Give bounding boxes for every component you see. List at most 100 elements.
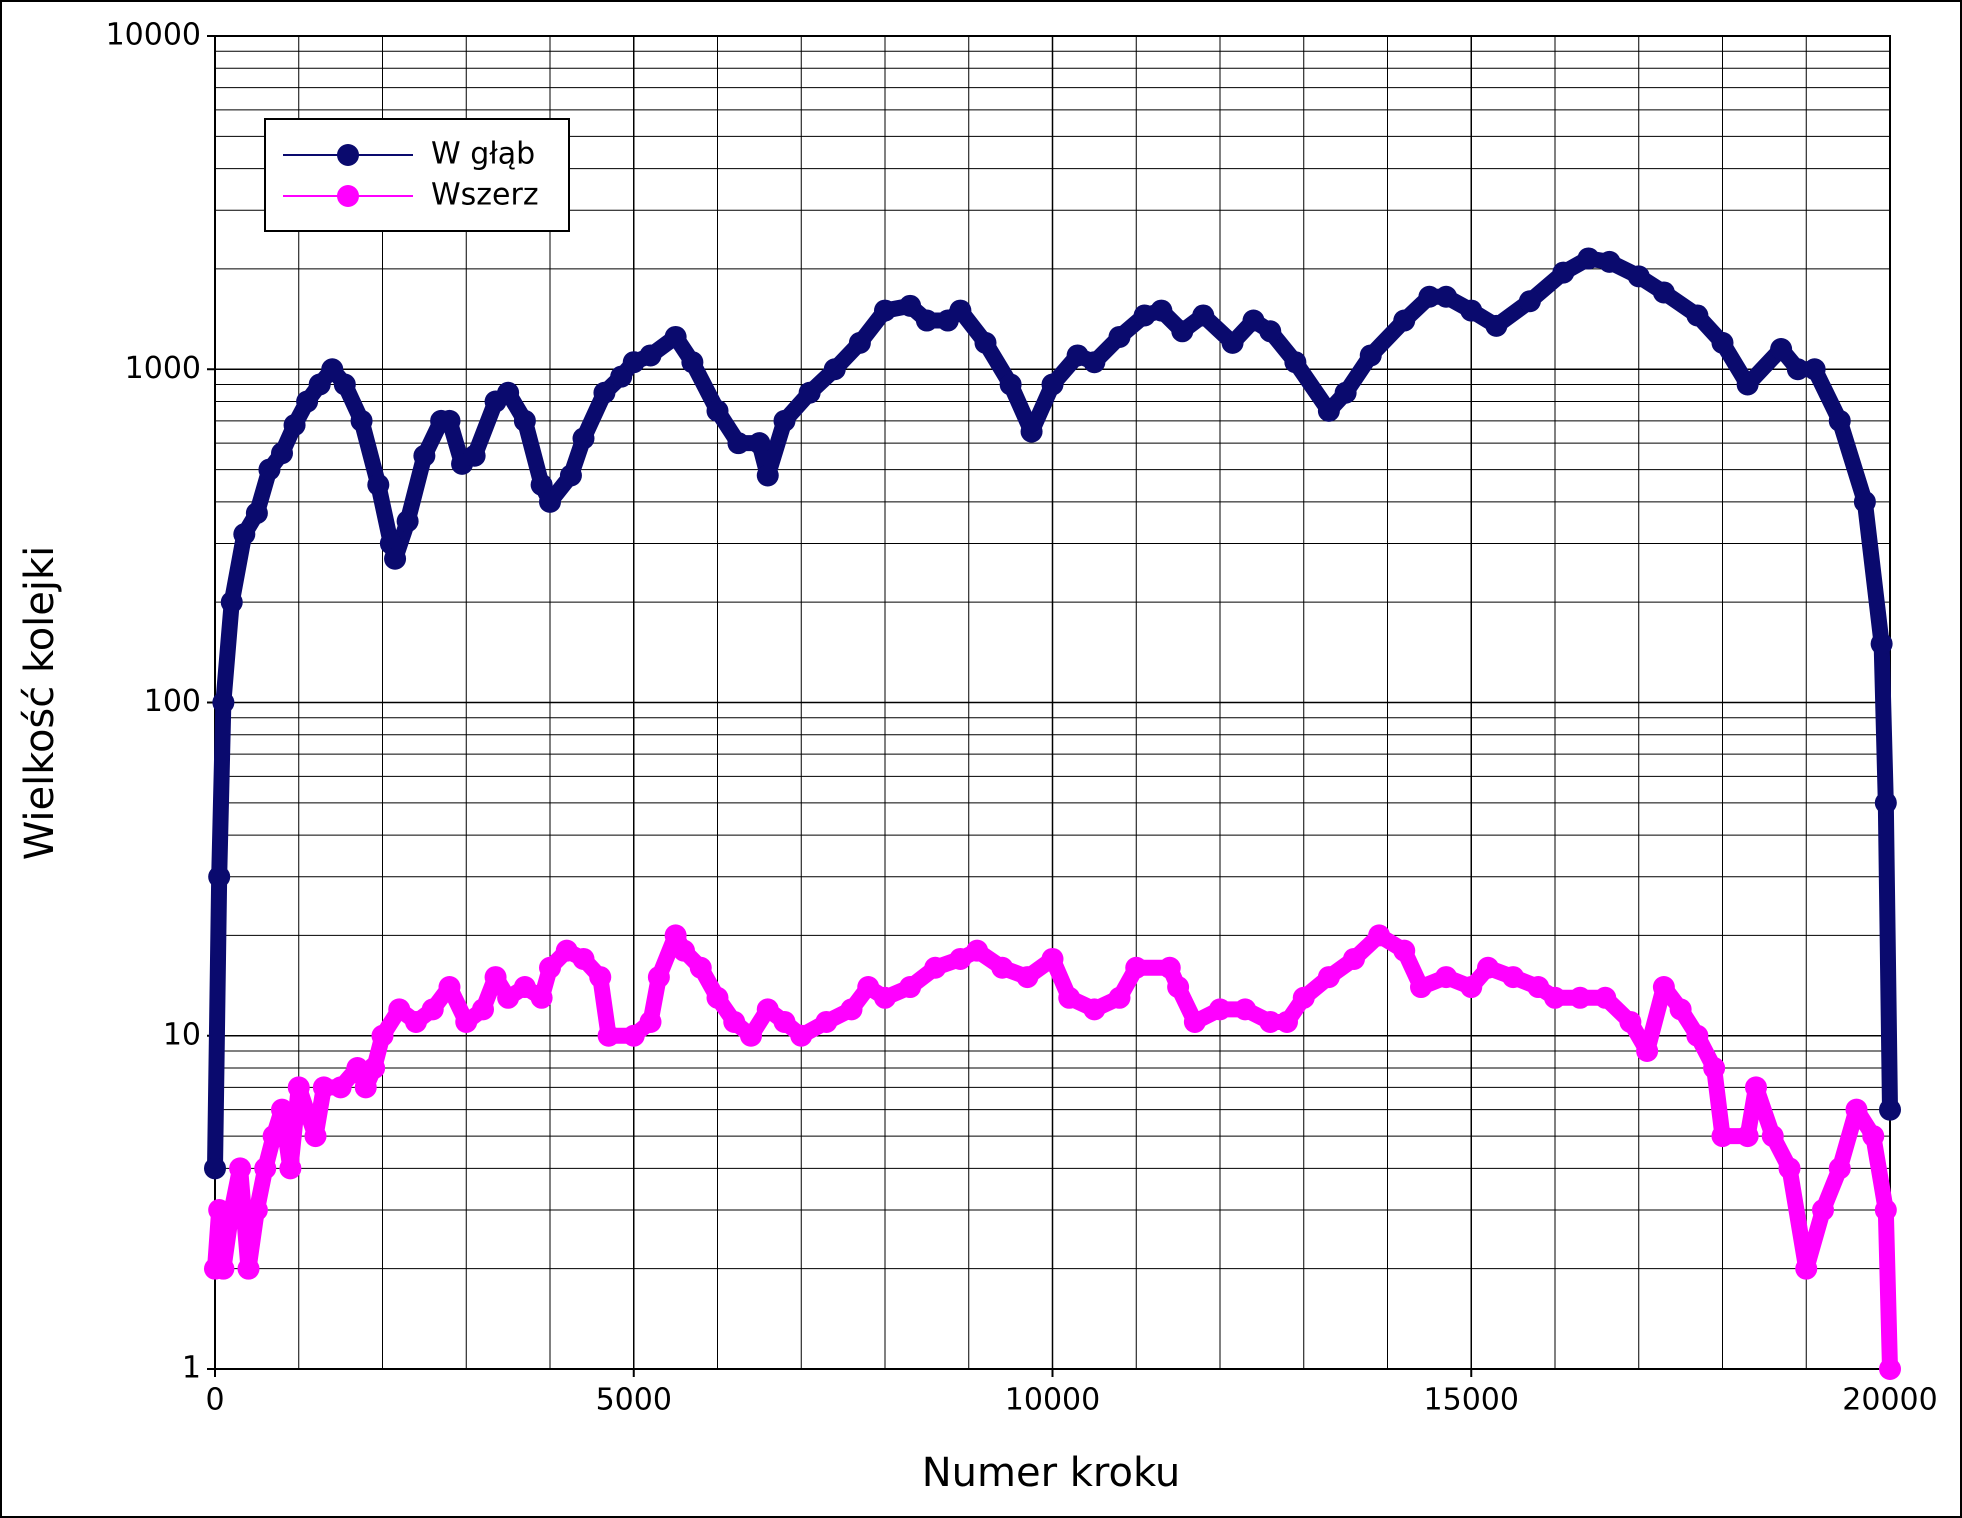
data-point (405, 1010, 427, 1033)
x-tick-label: 15000 (1424, 1383, 1519, 1418)
x-tick-label: 10000 (1005, 1383, 1100, 1418)
data-point (245, 1198, 268, 1221)
data-point (1242, 309, 1265, 332)
data-point (1703, 1057, 1726, 1080)
y-tick-label: 1000 (125, 351, 201, 386)
data-point (1803, 358, 1826, 381)
data-point (1594, 986, 1617, 1009)
data-point (1133, 304, 1156, 327)
data-point (673, 939, 695, 962)
data-point (1108, 986, 1131, 1009)
data-point (555, 939, 578, 962)
data-point (559, 464, 582, 487)
y-tick-label: 100 (144, 684, 201, 719)
data-point (1276, 1010, 1298, 1033)
data-point (924, 956, 947, 979)
data-point (363, 1057, 386, 1080)
data-point (233, 523, 256, 546)
data-point (1234, 998, 1257, 1021)
y-tick-label: 10 (163, 1017, 201, 1052)
data-point (1083, 351, 1106, 374)
data-point (513, 976, 536, 999)
data-point (1334, 381, 1357, 404)
data-point (1150, 299, 1173, 322)
data-point (296, 390, 319, 413)
data-point (874, 299, 896, 322)
data-point (513, 409, 536, 432)
data-point (1652, 281, 1675, 304)
data-point (1527, 976, 1550, 999)
data-point (999, 373, 1022, 396)
data-point (354, 1076, 377, 1099)
data-point (1636, 1039, 1659, 1062)
data-point (497, 986, 520, 1009)
data-point (840, 998, 863, 1021)
data-point (350, 409, 373, 432)
data-point (597, 1024, 620, 1047)
data-point (346, 1057, 369, 1080)
data-point (1221, 331, 1244, 354)
data-point (396, 510, 419, 533)
data-point (790, 1024, 813, 1047)
data-point (497, 381, 520, 404)
data-point (1167, 976, 1190, 999)
data-point (258, 458, 281, 481)
data-point (1544, 986, 1566, 1009)
x-tick-label: 20000 (1842, 1383, 1937, 1418)
data-point (1828, 1157, 1851, 1180)
data-point (271, 442, 293, 465)
data-point (740, 1024, 762, 1047)
data-point (1770, 338, 1793, 361)
data-point (1368, 924, 1391, 947)
data-point (1862, 1125, 1885, 1148)
series (204, 247, 1901, 1180)
data-point (1066, 344, 1089, 367)
data-point (254, 1157, 277, 1180)
data-point (1435, 285, 1458, 308)
data-point (815, 1010, 838, 1033)
data-point (1870, 632, 1893, 655)
data-point (589, 966, 612, 989)
data-point (1016, 966, 1039, 989)
legend-label: W głąb (431, 137, 535, 172)
data-point (756, 464, 779, 487)
data-point (1183, 1010, 1206, 1033)
data-point (1171, 320, 1194, 343)
data-point (1879, 1098, 1901, 1121)
data-point (413, 444, 436, 467)
data-point (321, 358, 344, 381)
legend-marker (337, 144, 359, 166)
data-point (1745, 1076, 1767, 1099)
data-point (463, 444, 486, 467)
data-point (472, 998, 494, 1021)
data-point (484, 966, 507, 989)
data-point (593, 381, 616, 404)
legend-box (264, 118, 570, 232)
data-point (371, 1024, 394, 1047)
data-point (899, 294, 922, 317)
data-point (706, 986, 729, 1009)
data-point (639, 1010, 662, 1033)
data-point (1418, 285, 1441, 308)
data-point (1020, 420, 1043, 443)
data-point (287, 1076, 310, 1099)
data-point (706, 399, 729, 422)
data-point (279, 1157, 302, 1180)
data-point (1761, 1125, 1784, 1148)
data-point (421, 998, 444, 1021)
y-axis-label: Wielkość kolejki (17, 546, 63, 861)
data-point (1619, 1010, 1642, 1033)
data-point (610, 365, 633, 388)
data-point (304, 1125, 327, 1148)
data-point (312, 1076, 335, 1099)
data-point (245, 502, 268, 525)
data-point (229, 1157, 252, 1180)
data-point (1853, 490, 1876, 513)
data-point (1552, 261, 1575, 284)
data-point (1502, 966, 1525, 989)
series (204, 924, 1901, 1380)
data-point (308, 373, 331, 396)
data-point (1284, 351, 1307, 374)
data-point (1058, 986, 1081, 1009)
